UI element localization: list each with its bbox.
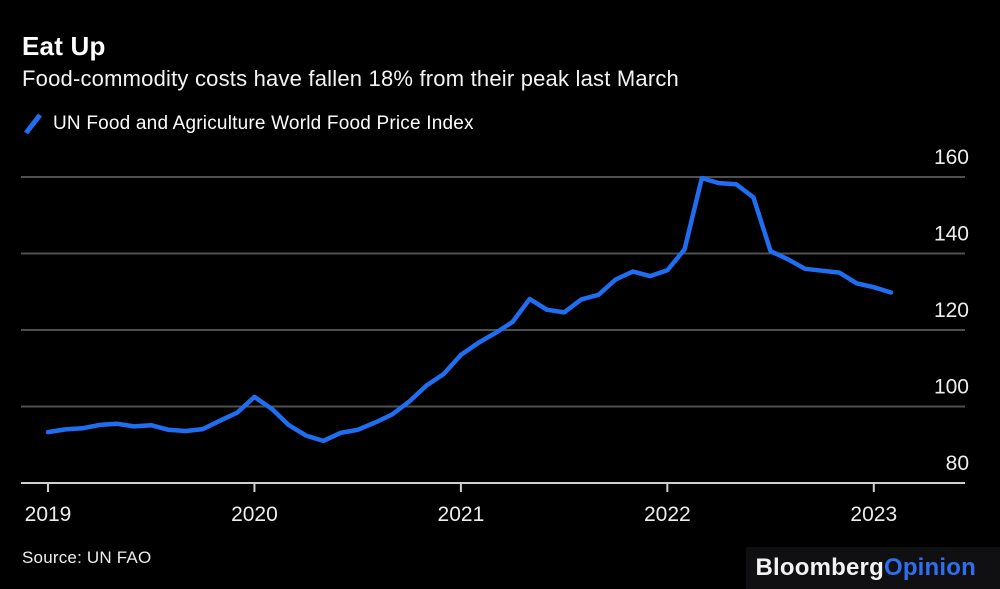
brand-backdrop: [746, 547, 1000, 589]
chart-title: Eat Up: [22, 31, 106, 61]
bloomberg-opinion-logo: BloombergOpinion: [755, 554, 976, 582]
food-price-index-line: [45, 175, 894, 444]
brand-opinion: Opinion: [883, 554, 976, 581]
legend-label: UN Food and Agriculture World Food Price…: [53, 113, 474, 134]
y-axis-label: 100: [934, 376, 969, 399]
y-axis-label: 80: [946, 452, 969, 475]
legend-slash-icon: [24, 113, 42, 135]
x-axis-label: 2020: [231, 503, 278, 526]
source-note: Source: UN FAO: [22, 548, 152, 567]
chart-subtitle: Food-commodity costs have fallen 18% fro…: [22, 66, 679, 91]
x-axis-label: 2019: [25, 503, 72, 526]
x-axis-label: 2021: [438, 503, 485, 526]
legend: UN Food and Agriculture World Food Price…: [22, 111, 474, 137]
x-axis-label: 2022: [644, 503, 691, 526]
y-axis-label: 140: [934, 223, 969, 246]
x-axis-label: 2023: [850, 503, 897, 526]
y-axis-label: 120: [934, 299, 969, 322]
y-axis-label: 160: [934, 146, 969, 169]
brand-bloomberg: Bloomberg: [755, 554, 884, 581]
